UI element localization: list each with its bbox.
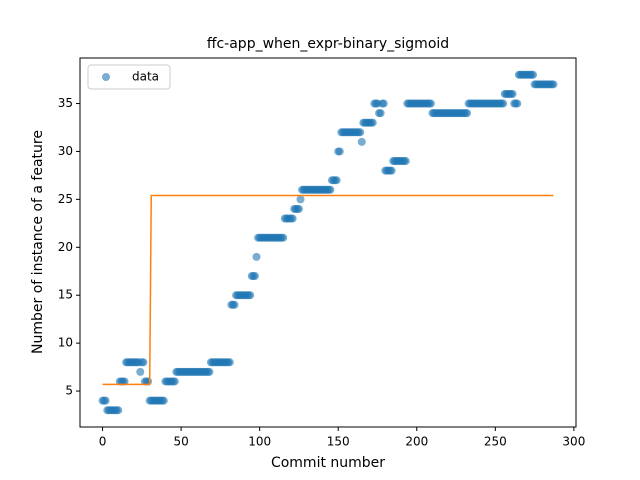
point xyxy=(401,157,410,166)
point xyxy=(288,214,297,223)
point xyxy=(230,300,239,309)
point xyxy=(499,99,508,108)
y-tick-label: 30 xyxy=(58,144,73,158)
x-tick-label: 50 xyxy=(173,435,188,449)
y-tick-label: 10 xyxy=(58,336,73,350)
y-tick-label: 35 xyxy=(58,96,73,110)
point xyxy=(225,358,234,367)
point xyxy=(387,166,396,175)
point xyxy=(101,396,110,405)
y-tick-label: 25 xyxy=(58,192,73,206)
point xyxy=(136,367,145,376)
line xyxy=(102,194,554,386)
point xyxy=(335,147,344,156)
point xyxy=(246,291,255,300)
legend-label: data xyxy=(132,70,159,84)
axes-frame xyxy=(79,57,577,428)
point xyxy=(513,99,522,108)
x-tick-label: 200 xyxy=(405,435,428,449)
point xyxy=(368,118,377,127)
point xyxy=(508,89,517,98)
y-tick-label: 5 xyxy=(65,384,73,398)
x-tick-label: 0 xyxy=(99,435,107,449)
chart-title: ffc-app_when_expr-binary_sigmoid xyxy=(207,36,449,52)
point xyxy=(170,377,179,386)
point xyxy=(296,195,305,204)
y-axis-label: Number of instance of a feature xyxy=(30,130,46,354)
y-tick-label: 15 xyxy=(58,288,73,302)
point xyxy=(250,272,259,281)
x-tick-label: 250 xyxy=(484,435,507,449)
legend-box xyxy=(87,64,171,90)
point xyxy=(463,109,472,118)
point xyxy=(426,99,435,108)
point xyxy=(529,70,538,79)
point xyxy=(252,252,261,261)
point xyxy=(120,377,129,386)
point xyxy=(139,358,148,367)
point xyxy=(549,80,558,89)
point xyxy=(332,176,341,185)
point xyxy=(205,367,214,376)
x-tick-label: 150 xyxy=(327,435,350,449)
point xyxy=(357,137,366,146)
point xyxy=(356,128,365,137)
point xyxy=(294,204,303,213)
x-tick-label: 300 xyxy=(562,435,585,449)
y-tick-label: 20 xyxy=(58,240,73,254)
legend-marker xyxy=(102,73,110,81)
x-tick-label: 100 xyxy=(248,435,271,449)
point xyxy=(326,185,335,194)
point xyxy=(376,109,385,118)
point xyxy=(279,233,288,242)
point xyxy=(379,99,388,108)
x-axis-label: Commit number xyxy=(271,455,385,471)
point xyxy=(114,406,123,415)
point xyxy=(159,396,168,405)
